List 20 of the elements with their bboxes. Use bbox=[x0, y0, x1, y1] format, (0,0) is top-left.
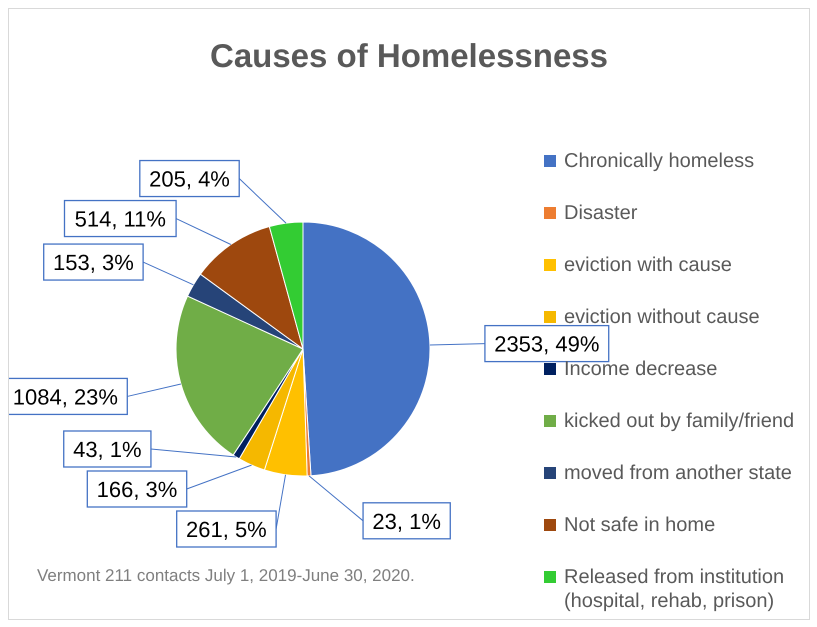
data-label: 153, 3% bbox=[53, 250, 134, 276]
data-label: 205, 4% bbox=[149, 166, 230, 192]
chart-title: Causes of Homelessness bbox=[208, 37, 609, 75]
legend-label: Income decrease bbox=[564, 357, 718, 381]
legend-label: kicked out by family/friend bbox=[564, 409, 794, 433]
legend-label: Released from institution (hospital, rehab, prison) bbox=[564, 565, 786, 613]
legend-label: moved from another state bbox=[564, 461, 792, 485]
data-label: 2353, 49% bbox=[494, 332, 600, 357]
legend-label: Not safe in home bbox=[564, 513, 716, 537]
legend-label: eviction with cause bbox=[564, 253, 732, 277]
data-label: 261, 5% bbox=[186, 517, 267, 542]
legend-label: Disaster bbox=[564, 201, 638, 225]
data-label: 43, 1% bbox=[73, 437, 142, 462]
data-label: 166, 3% bbox=[96, 477, 178, 502]
legend-label: eviction without cause bbox=[564, 305, 760, 329]
data-label: 23, 1% bbox=[372, 508, 441, 534]
legend-label: Chronically homeless bbox=[564, 149, 754, 173]
data-label: 514, 11% bbox=[74, 206, 166, 232]
text: Vermont 211 contacts July 1, 2019-June 30, 2020. bbox=[37, 566, 415, 586]
data-label: 1084, 23% bbox=[12, 384, 118, 410]
